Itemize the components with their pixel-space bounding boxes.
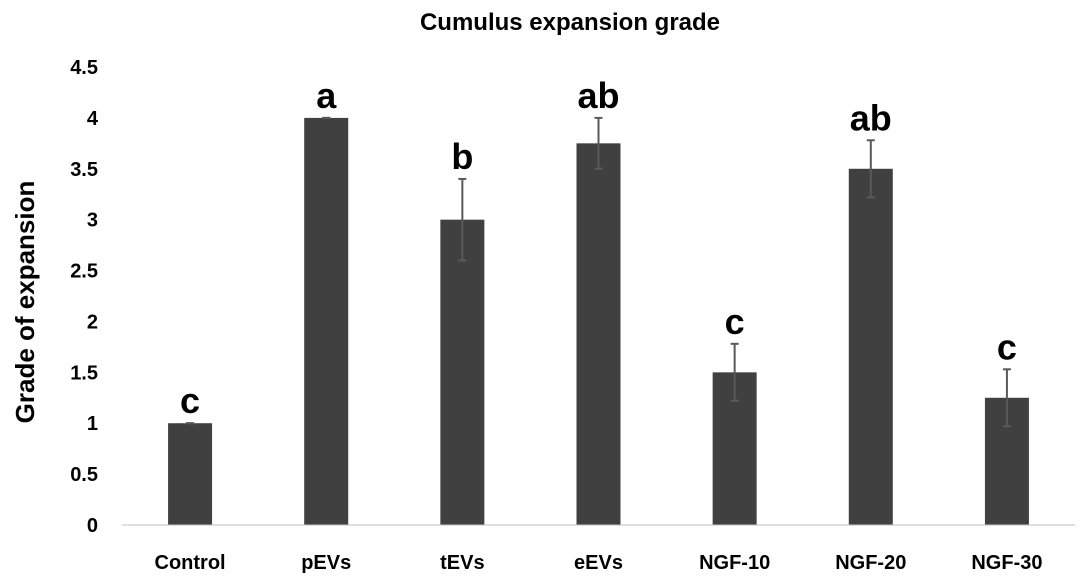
y-tick-label: 1.5 — [70, 362, 98, 384]
error-bar — [458, 177, 467, 262]
y-tick-label: 2 — [87, 311, 98, 333]
bar — [168, 423, 213, 525]
significance-label: c — [997, 326, 1017, 367]
x-category-label: pEVs — [301, 552, 351, 574]
x-category-label: NGF-10 — [699, 552, 770, 574]
error-bar — [594, 116, 603, 170]
significance-label: ab — [577, 75, 619, 116]
x-category-label: NGF-30 — [971, 552, 1042, 574]
x-category-label: tEVs — [440, 552, 484, 574]
y-axis-ticks: 0 0.5 1 1.5 2 2.5 3 3.5 4 4.5 — [70, 57, 99, 537]
y-tick-label: 2.5 — [70, 261, 98, 283]
significance-label: ab — [850, 97, 892, 138]
y-tick-label: 4 — [87, 108, 99, 130]
significance-label: b — [451, 136, 473, 177]
significance-label: c — [180, 380, 200, 421]
y-tick-label: 4.5 — [70, 57, 98, 79]
x-category-label: NGF-20 — [835, 552, 906, 574]
y-axis-label: Grade of expansion — [10, 181, 40, 424]
error-bar — [866, 139, 875, 199]
bars — [168, 117, 1029, 526]
bar — [576, 143, 621, 526]
bar — [440, 219, 485, 525]
error-bar — [1002, 368, 1011, 428]
x-category-label: eEVs — [574, 552, 623, 574]
y-tick-label: 3 — [87, 210, 98, 232]
significance-label: c — [725, 301, 745, 342]
error-bar — [730, 342, 739, 402]
bar — [304, 117, 349, 525]
x-axis-labels: Control pEVs tEVs eEVs NGF-10 NGF-20 NGF-30 — [155, 552, 1043, 574]
error-bars — [186, 116, 1011, 428]
chart-title: Cumulus expansion grade — [420, 9, 720, 36]
significance-label: a — [316, 75, 337, 116]
y-tick-label: 3.5 — [70, 159, 98, 181]
bar — [848, 168, 893, 525]
y-tick-label: 0.5 — [70, 464, 98, 486]
y-tick-label: 1 — [87, 413, 98, 435]
y-tick-label: 0 — [87, 515, 98, 537]
x-category-label: Control — [155, 552, 226, 574]
